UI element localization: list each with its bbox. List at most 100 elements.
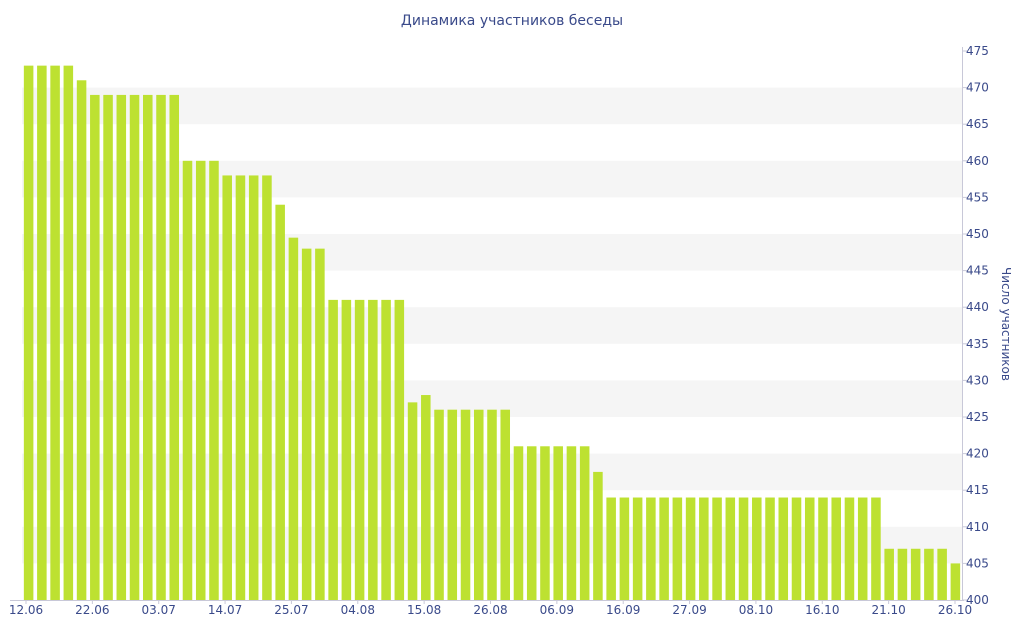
y-tick-label: 460 xyxy=(966,154,989,168)
bar xyxy=(262,175,272,600)
bar xyxy=(209,160,219,601)
bar xyxy=(473,409,484,600)
bar xyxy=(844,497,855,600)
bar xyxy=(632,497,643,600)
y-tick-label: 405 xyxy=(966,556,989,570)
bar xyxy=(63,65,74,600)
bar xyxy=(725,497,736,600)
bar xyxy=(752,497,762,600)
y-tick-label: 475 xyxy=(966,44,989,58)
bar xyxy=(924,548,934,600)
bar xyxy=(619,497,630,600)
bar xyxy=(738,497,749,600)
bar xyxy=(791,497,802,600)
bar xyxy=(526,446,537,600)
y-tick-label: 450 xyxy=(966,227,989,241)
bar xyxy=(460,409,471,600)
bar xyxy=(487,409,497,600)
bar xyxy=(421,395,431,600)
x-tick-label: 26.10 xyxy=(938,603,972,617)
bar xyxy=(579,446,590,600)
bar xyxy=(513,446,524,600)
bar xyxy=(341,299,352,600)
y-tick-label: 410 xyxy=(966,520,989,534)
bar xyxy=(103,94,113,601)
bar xyxy=(182,160,193,601)
bar xyxy=(328,299,338,600)
bar xyxy=(672,497,683,600)
bar xyxy=(831,497,841,600)
y-tick-label: 470 xyxy=(966,81,989,95)
bar xyxy=(712,497,722,600)
bar xyxy=(301,248,312,600)
bar xyxy=(275,204,285,600)
bar xyxy=(407,402,418,600)
bar xyxy=(37,65,47,600)
bar xyxy=(354,299,365,600)
x-tick-label: 08.10 xyxy=(739,603,773,617)
bar xyxy=(950,563,961,600)
y-tick-label: 465 xyxy=(966,117,989,131)
bar xyxy=(129,94,140,601)
bar xyxy=(169,94,180,601)
bar xyxy=(447,409,458,600)
y-tick-label: 400 xyxy=(966,593,989,607)
x-tick-label: 16.10 xyxy=(805,603,839,617)
bar xyxy=(394,299,405,600)
x-tick-label: 15.08 xyxy=(407,603,441,617)
bar xyxy=(315,248,325,600)
bar xyxy=(937,548,947,600)
y-tick-label: 440 xyxy=(966,300,989,314)
bar xyxy=(646,497,656,600)
bar xyxy=(566,446,577,600)
bar xyxy=(685,497,696,600)
x-tick-label: 12.06 xyxy=(9,603,43,617)
x-tick-label: 04.08 xyxy=(341,603,375,617)
bar xyxy=(871,497,881,600)
x-tick-label: 16.09 xyxy=(606,603,640,617)
y-tick-label: 455 xyxy=(966,190,989,204)
bar xyxy=(195,160,206,601)
bar xyxy=(910,548,921,600)
bar xyxy=(222,175,232,600)
chart-title: Динамика участников беседы xyxy=(400,13,624,29)
x-tick-label: 26.08 xyxy=(473,603,507,617)
bar xyxy=(659,497,669,600)
x-tick-label: 03.07 xyxy=(142,603,176,617)
bar xyxy=(434,409,444,600)
bar xyxy=(248,175,259,600)
bar xyxy=(368,299,378,600)
bar xyxy=(23,65,34,600)
bar xyxy=(50,65,60,600)
bar xyxy=(897,548,908,600)
bar xyxy=(116,94,127,601)
bar xyxy=(540,446,550,600)
y-tick-label: 425 xyxy=(966,410,989,424)
bar xyxy=(778,497,789,600)
bar xyxy=(288,237,299,600)
y-tick-label: 435 xyxy=(966,337,989,351)
x-tick-label: 27.09 xyxy=(672,603,706,617)
x-tick-label: 22.06 xyxy=(75,603,109,617)
bar xyxy=(381,299,391,600)
bar xyxy=(606,497,616,600)
bar xyxy=(553,446,563,600)
bar xyxy=(593,471,603,600)
bar xyxy=(818,497,828,600)
bar xyxy=(143,94,153,601)
bar xyxy=(156,94,166,601)
bar xyxy=(76,80,87,600)
x-tick-label: 06.09 xyxy=(540,603,574,617)
x-tick-label: 21.10 xyxy=(871,603,905,617)
y-tick-label: 430 xyxy=(966,373,989,387)
x-tick-label: 25.07 xyxy=(274,603,308,617)
y-tick-label: 420 xyxy=(966,447,989,461)
bar xyxy=(884,548,894,600)
y-tick-label: 445 xyxy=(966,264,989,278)
y-tick-label: 415 xyxy=(966,483,989,497)
bar xyxy=(500,409,511,600)
bar xyxy=(765,497,775,600)
bar xyxy=(857,497,868,600)
bar xyxy=(235,175,246,600)
